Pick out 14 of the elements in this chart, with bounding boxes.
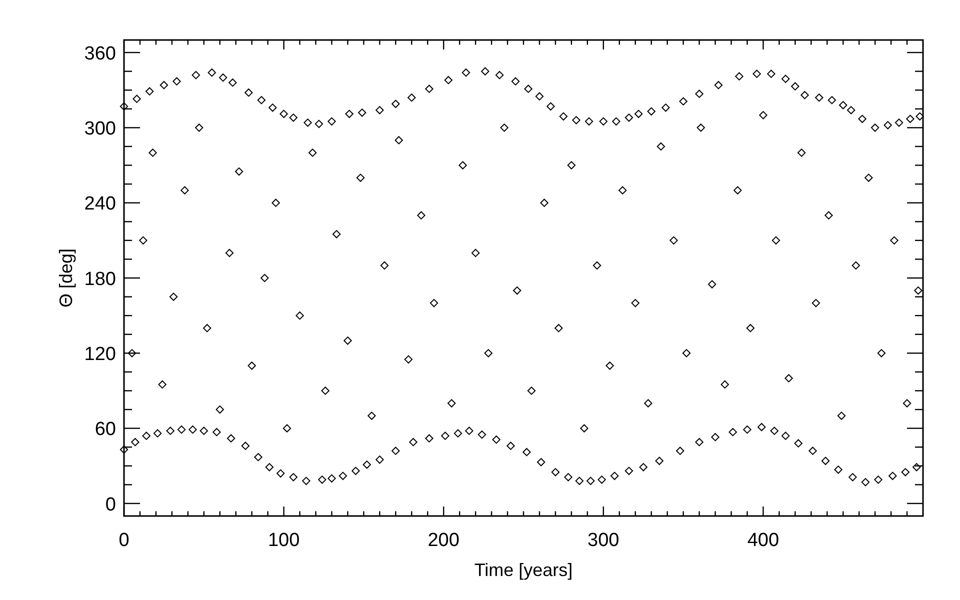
y-tick-label: 240 <box>84 194 116 215</box>
x-tick-label: 100 <box>268 530 300 551</box>
y-tick-label: 300 <box>84 118 116 140</box>
y-tick-label: 0 <box>105 494 116 516</box>
x-tick-label: 0 <box>118 530 130 551</box>
x-tick-label: 400 <box>747 530 780 551</box>
x-tick-label: 200 <box>428 530 460 551</box>
y-tick-label: 360 <box>84 43 116 64</box>
y-tick-label: 120 <box>84 344 116 365</box>
x-tick-label: 300 <box>588 530 620 551</box>
y-tick-label: 180 <box>84 268 116 290</box>
y-axis-title: Θ [deg] <box>56 248 76 308</box>
x-axis-title: Time [years] <box>474 560 573 580</box>
y-tick-label: 60 <box>94 419 116 440</box>
